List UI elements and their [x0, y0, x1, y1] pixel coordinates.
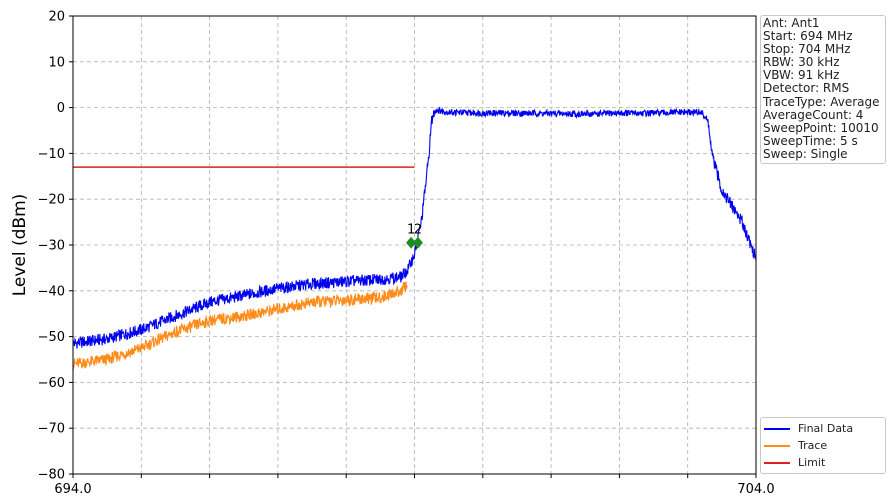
legend-swatch	[764, 427, 790, 430]
info-line: Detector: RMS	[763, 81, 850, 96]
legend-label: Final Data	[798, 422, 854, 435]
measurement-info-box: Ant: Ant1 Start: 694 MHz Stop: 704 MHz RBW:…	[760, 15, 886, 165]
legend-swatch	[764, 444, 790, 447]
marker-diamond-2	[412, 236, 423, 249]
y-tick-label: −70	[38, 422, 65, 437]
info-line: Ant: Ant1	[763, 16, 820, 30]
x-tick-label: 704.0	[737, 482, 774, 497]
y-tick-label: −80	[38, 468, 65, 483]
y-tick-label: −40	[38, 284, 65, 299]
markers-group: 12	[406, 223, 423, 249]
legend-item-limit: Limit	[764, 454, 885, 471]
y-tick-label: −20	[38, 193, 65, 208]
y-tick-label: −10	[38, 147, 65, 162]
y-tick-label: 0	[57, 101, 65, 116]
x-tick-label: 694.0	[54, 482, 91, 497]
y-tick-label: 20	[48, 10, 65, 25]
y-tick-label: 10	[48, 55, 65, 70]
marker-label-2: 2	[414, 223, 422, 238]
info-line: SweepTime: 5 s	[763, 133, 858, 148]
chart-legend: Final Data Trace Limit	[760, 417, 886, 474]
legend-label: Limit	[798, 456, 826, 469]
series-line-final-data	[72, 106, 757, 349]
info-line: Sweep: Single	[763, 146, 848, 161]
info-line: Start: 694 MHz	[763, 29, 853, 44]
legend-item-final-data: Final Data	[764, 420, 885, 437]
marker-label-1: 1	[407, 223, 415, 238]
info-line: TraceType: Average	[763, 94, 880, 109]
marker-diamond-1	[406, 236, 417, 249]
y-tick-label: −50	[38, 330, 65, 345]
info-line: RBW: 30 kHz	[763, 55, 840, 70]
y-tick-label: −60	[38, 376, 65, 391]
series-line-trace	[72, 281, 408, 371]
plot-background	[73, 16, 756, 474]
info-line: AverageCount: 4	[763, 107, 864, 122]
info-line: Stop: 704 MHz	[763, 42, 851, 57]
y-axis-title: Level (dBm)	[10, 194, 30, 297]
y-tick-label: −30	[38, 239, 65, 254]
legend-swatch	[764, 461, 790, 464]
info-line: SweepPoint: 10010	[763, 120, 879, 135]
info-line: VBW: 91 kHz	[763, 68, 840, 83]
grid	[73, 15, 756, 475]
legend-label: Trace	[798, 439, 828, 452]
legend-item-trace: Trace	[764, 437, 885, 454]
series-group	[72, 106, 757, 371]
